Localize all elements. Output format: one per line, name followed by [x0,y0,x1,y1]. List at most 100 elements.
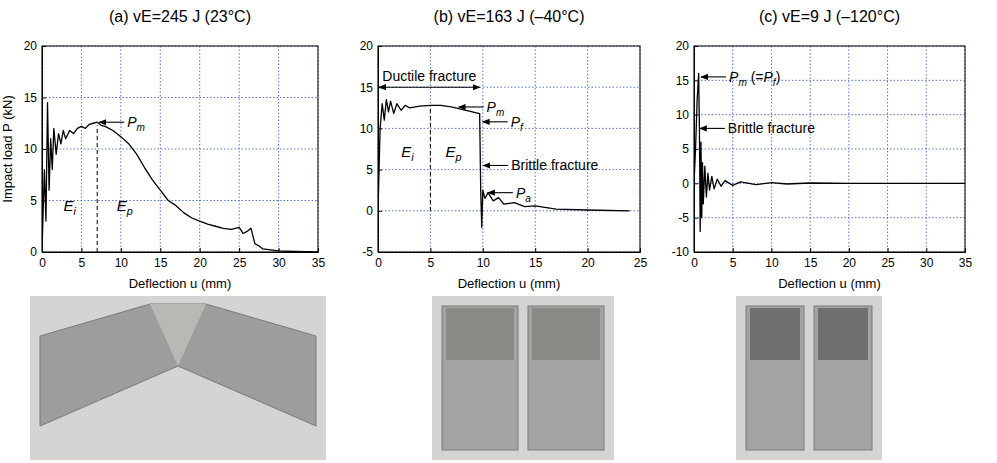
annotation-label: Pm [127,114,145,133]
x-tick-label: 10 [115,256,129,270]
y-tick-mark [694,252,698,253]
load-curve [694,73,965,231]
y-tick-label: 0 [30,245,37,259]
specimen [442,306,518,450]
x-tick-label: 25 [881,256,895,270]
x-tick-label: 15 [529,256,543,270]
y-tick-label: 10 [24,142,38,156]
plot-area [378,100,630,228]
x-tick: 15 [529,248,543,270]
y-tick: 10 [676,108,698,122]
x-tick-mark [810,248,811,252]
x-tick-mark [483,248,484,252]
x-tick: 25 [634,248,648,270]
energy-label: Ei [63,197,76,217]
annotations: (c) vE=9 J (–120°C)Deflection u (mm)Pm (… [700,8,900,291]
fracture-surface [818,308,868,360]
energy-label: Ep [445,143,461,163]
x-tick: 5 [730,248,737,270]
panel-title: (c) vE=9 J (–120°C) [759,8,900,25]
y-tick-label: 20 [24,39,38,53]
x-tick: 35 [312,248,326,270]
y-tick-mark [378,46,382,47]
x-tick: 10 [477,248,491,270]
energy-divider [430,105,431,210]
y-axis: -10-505101520 [672,39,698,259]
x-tick-label: 20 [581,256,595,270]
y-tick-label: 20 [676,39,690,53]
x-tick: 15 [154,248,168,270]
x-tick-label: 30 [272,256,286,270]
x-tick-label: 35 [959,256,973,270]
x-tick-label: 25 [634,256,648,270]
x-tick: 20 [581,248,595,270]
annotation-arrow [483,121,508,122]
panel: 0510152025-505101520(b) vE=163 J (–40°C)… [360,8,648,291]
grid [378,46,640,252]
specimen-photo [432,296,614,460]
y-tick: 0 [682,177,698,191]
annotation-label: Pm [487,99,505,118]
plot-area [42,103,318,252]
x-tick: 10 [115,248,129,270]
y-grid-line [694,149,965,150]
load-curve [42,103,318,252]
y-tick: 10 [360,122,382,136]
energy-divider [97,125,98,252]
x-tick-mark [81,248,82,252]
annotation-label: Pm (=Pf) [729,69,780,88]
y-tick-mark [42,46,46,47]
y-tick: 15 [676,74,698,88]
y-tick-label: 0 [366,204,373,218]
x-tick: 10 [765,248,779,270]
y-grid-line [42,200,318,201]
y-tick-label: -10 [672,245,690,259]
x-tick-label: 10 [765,256,779,270]
plot-area [694,73,965,231]
annotation-label: Brittle fracture [728,120,815,136]
x-axis: 05101520253035 [691,248,972,270]
figure: 0510152025303505101520(a) vE=245 J (23°C… [0,0,997,463]
y-tick-label: 5 [366,163,373,177]
span-arrow [379,87,480,88]
fracture-surface [532,308,600,360]
y-grid-line [694,217,965,218]
x-tick-label: 10 [477,256,491,270]
y-tick: -10 [672,245,698,259]
y-tick-mark [42,149,46,150]
y-tick: 15 [360,81,382,95]
fracture-surface [150,304,206,366]
y-tick-mark [694,218,698,219]
y-tick-label: 20 [360,39,374,53]
y-tick: -5 [678,211,698,225]
y-grid-line [378,169,640,170]
y-tick-mark [694,80,698,81]
annotations: (b) vE=163 J (–40°C)Deflection u (mm)EiE… [379,8,599,291]
y-grid-line [694,114,965,115]
load-curve [378,100,630,228]
specimen [528,306,604,450]
x-tick-mark [239,248,240,252]
x-tick-mark [121,248,122,252]
span-label: Ductile fracture [382,68,476,84]
y-tick-mark [694,183,698,184]
y-tick-label: -5 [362,245,373,259]
annotation-arrow [488,192,513,193]
fracture-surface [750,308,800,360]
x-tick-label: 5 [428,256,435,270]
energy-label: Ep [117,197,133,217]
x-tick: 5 [79,248,86,270]
y-grid-line [378,87,640,88]
y-tick-mark [378,252,382,253]
plot-frame [42,46,318,252]
x-tick-mark [771,248,772,252]
y-tick: 10 [24,142,46,156]
plot-frame [378,46,640,252]
x-tick-label: 20 [194,256,208,270]
annotation-arrow [483,165,508,166]
specimen [814,306,872,450]
y-tick-mark [378,211,382,212]
x-tick-mark [849,248,850,252]
x-tick-label: 15 [154,256,168,270]
y-grid-line [42,149,318,150]
